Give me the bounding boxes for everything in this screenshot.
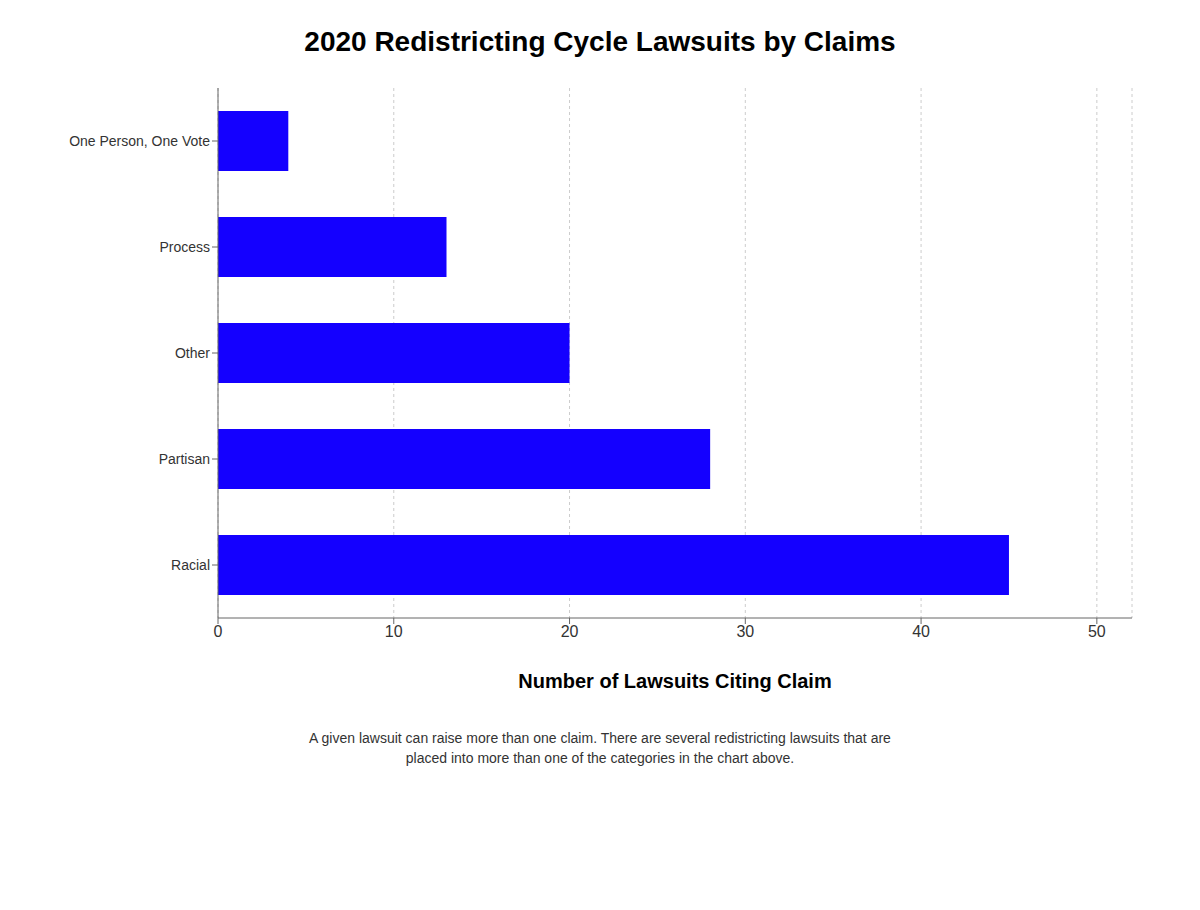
svg-text:Number of Lawsuits Citing Clai: Number of Lawsuits Citing Claim <box>518 670 831 692</box>
svg-text:Process: Process <box>159 239 210 255</box>
svg-text:Racial: Racial <box>171 557 210 573</box>
svg-text:20: 20 <box>561 623 579 640</box>
html-text:A given lawsuit can raise more: A given lawsuit can raise more than one … <box>309 730 891 746</box>
svg-text:50: 50 <box>1088 623 1106 640</box>
html-text:placed into more than one of t: placed into more than one of the categor… <box>405 750 795 766</box>
svg-text:Partisan: Partisan <box>159 451 210 467</box>
svg-text:30: 30 <box>736 623 754 640</box>
svg-text:0: 0 <box>214 623 223 640</box>
svg-text:40: 40 <box>912 623 930 640</box>
svg-text:10: 10 <box>385 623 403 640</box>
html-text:2020 Redistricting Cycle Lawsu: 2020 Redistricting Cycle Lawsuits by Cla… <box>304 26 896 57</box>
svg-text:Other: Other <box>175 345 210 361</box>
svg-text:One Person, One Vote: One Person, One Vote <box>69 133 210 149</box>
